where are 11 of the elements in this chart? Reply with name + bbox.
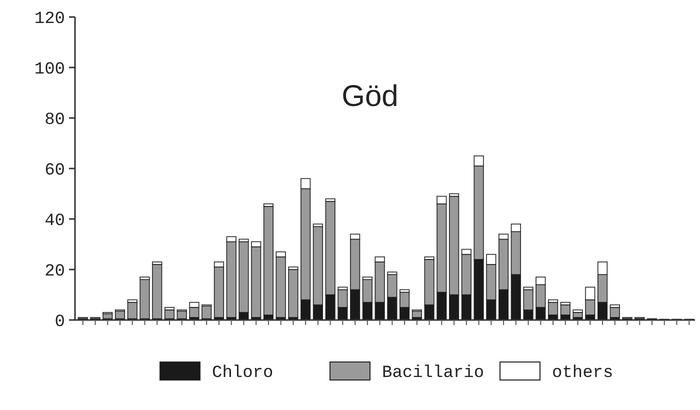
- legend-label: others: [552, 364, 614, 383]
- legend-label: Chloro: [212, 364, 274, 383]
- text: Göd: [342, 80, 398, 113]
- legend-label: Bacillario: [382, 364, 484, 383]
- y-tick-label: 0: [54, 312, 65, 332]
- y-tick-label: 80: [44, 110, 65, 130]
- y-tick-label: 60: [44, 161, 65, 180]
- y-tick-label: 120: [34, 10, 65, 29]
- y-tick-label: 100: [34, 60, 65, 80]
- y-tick-label: 20: [44, 262, 65, 282]
- y-tick-label: 40: [44, 212, 65, 231]
